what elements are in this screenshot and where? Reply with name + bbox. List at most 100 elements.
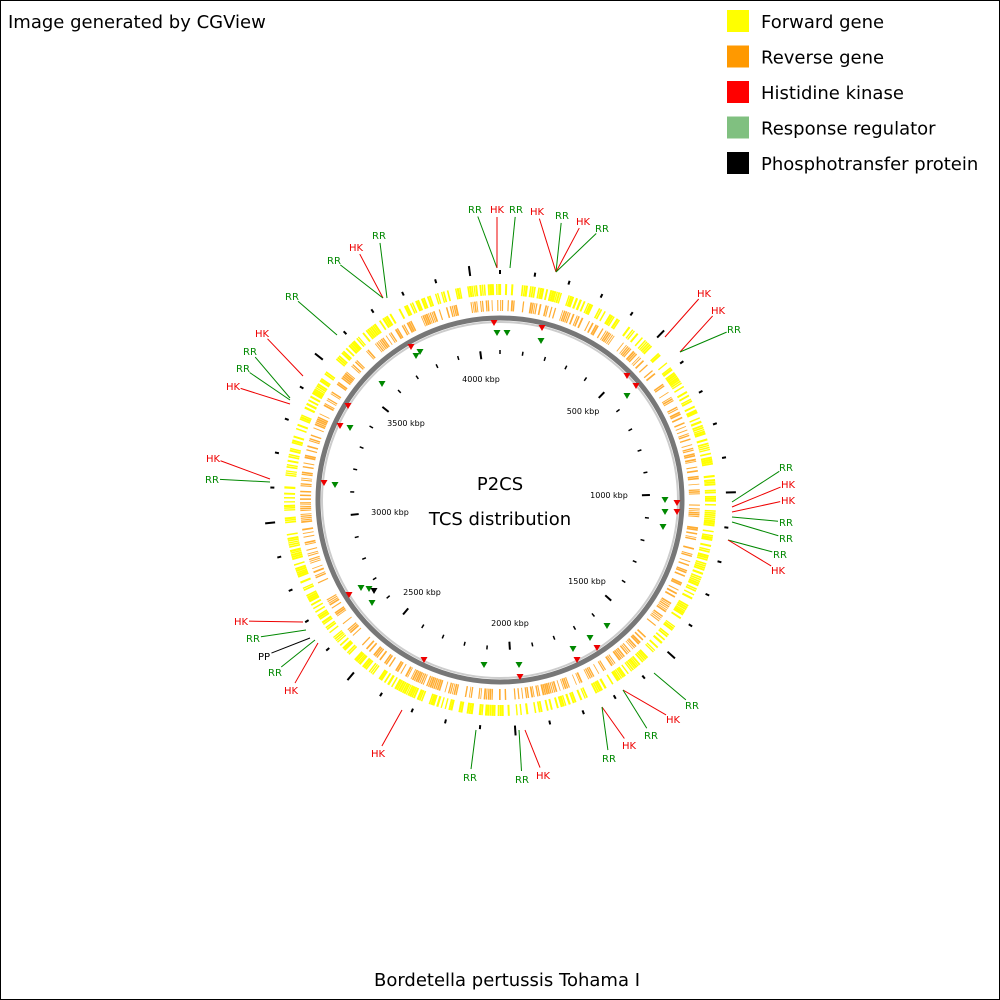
forward-gene bbox=[434, 293, 440, 305]
forward-gene bbox=[288, 540, 300, 544]
reverse-gene bbox=[346, 371, 356, 380]
reverse-gene bbox=[390, 332, 398, 343]
reverse-gene bbox=[686, 466, 698, 470]
forward-gene bbox=[690, 574, 702, 581]
forward-gene bbox=[450, 699, 455, 711]
forward-gene bbox=[614, 669, 623, 679]
forward-gene bbox=[528, 286, 532, 298]
feature-label: RR bbox=[779, 518, 793, 529]
reverse-gene bbox=[521, 687, 524, 699]
reverse-gene bbox=[377, 341, 386, 351]
forward-gene bbox=[398, 680, 405, 692]
reverse-gene bbox=[576, 672, 583, 683]
forward-gene bbox=[695, 560, 707, 565]
forward-gene bbox=[703, 523, 715, 527]
reverse-gene bbox=[675, 567, 687, 574]
inner-tick bbox=[640, 538, 645, 542]
forward-gene bbox=[384, 316, 392, 327]
reverse-gene bbox=[565, 312, 571, 324]
forward-gene bbox=[692, 569, 704, 575]
forward-gene bbox=[301, 414, 312, 421]
reverse-gene bbox=[543, 305, 548, 317]
forward-gene bbox=[685, 585, 697, 592]
feature-label: RR bbox=[243, 347, 257, 358]
feature-label: RR bbox=[205, 475, 219, 486]
tick-label: 3000 kbp bbox=[371, 508, 409, 517]
forward-gene bbox=[599, 678, 607, 689]
outer-tick bbox=[401, 291, 405, 296]
reverse-gene bbox=[615, 648, 624, 659]
reverse-gene bbox=[577, 317, 584, 329]
reverse-gene bbox=[379, 650, 388, 661]
forward-gene bbox=[665, 372, 676, 380]
inner-tick bbox=[463, 641, 466, 646]
inner-tick bbox=[353, 468, 358, 471]
reverse-gene bbox=[343, 374, 354, 383]
forward-gene bbox=[595, 680, 603, 691]
reverse-gene bbox=[590, 324, 598, 335]
forward-gene bbox=[420, 690, 427, 702]
forward-gene bbox=[607, 316, 615, 327]
reverse-gene bbox=[668, 584, 679, 591]
reverse-gene bbox=[601, 331, 609, 342]
reverse-gene bbox=[309, 557, 321, 562]
reverse-gene bbox=[607, 335, 615, 346]
feature-label: RR bbox=[468, 205, 482, 216]
forward-gene bbox=[346, 644, 356, 654]
reverse-gene bbox=[612, 650, 621, 661]
feature-label: RR bbox=[595, 224, 609, 235]
reverse-gene bbox=[394, 328, 403, 340]
reverse-gene bbox=[470, 686, 474, 698]
inner-tick bbox=[402, 607, 409, 616]
legend-swatch bbox=[727, 45, 749, 68]
forward-gene bbox=[704, 483, 716, 487]
feature-marker bbox=[480, 662, 488, 668]
forward-gene bbox=[612, 319, 621, 330]
reverse-gene bbox=[654, 385, 665, 393]
forward-gene bbox=[454, 288, 459, 300]
reverse-gene bbox=[643, 370, 653, 379]
forward-gene bbox=[681, 592, 693, 600]
forward-gene bbox=[432, 694, 438, 706]
reverse-gene bbox=[678, 561, 690, 567]
tick-label: 1000 kbp bbox=[590, 491, 628, 500]
forward-gene bbox=[403, 683, 411, 695]
feature-label: HK bbox=[576, 217, 591, 228]
reverse-gene bbox=[564, 311, 569, 323]
reverse-gene bbox=[300, 516, 312, 519]
reverse-gene bbox=[685, 536, 697, 541]
forward-gene bbox=[290, 447, 302, 452]
reverse-gene bbox=[604, 333, 612, 344]
forward-gene bbox=[401, 682, 409, 694]
feature-marker bbox=[537, 338, 545, 344]
feature-leader bbox=[518, 729, 523, 772]
forward-gene bbox=[487, 284, 490, 296]
feature-label: RR bbox=[602, 754, 616, 765]
outer-tick bbox=[304, 619, 310, 624]
outer-tick bbox=[284, 417, 290, 421]
reverse-gene bbox=[637, 629, 647, 638]
reverse-gene bbox=[304, 454, 316, 459]
reverse-gene bbox=[407, 667, 413, 678]
feature-label: HK bbox=[255, 329, 270, 340]
inner-tick bbox=[435, 363, 439, 369]
forward-gene bbox=[475, 285, 479, 297]
forward-gene bbox=[688, 578, 700, 585]
forward-gene bbox=[580, 688, 586, 699]
reverse-gene bbox=[300, 509, 312, 512]
forward-gene bbox=[684, 405, 696, 413]
forward-gene bbox=[411, 686, 418, 698]
reverse-gene bbox=[625, 640, 634, 650]
reverse-gene bbox=[425, 313, 432, 325]
forward-gene bbox=[693, 565, 705, 571]
forward-gene bbox=[335, 633, 345, 642]
reverse-gene bbox=[517, 688, 520, 700]
forward-gene bbox=[605, 314, 614, 326]
feature-leader bbox=[294, 642, 319, 684]
forward-gene bbox=[312, 602, 324, 610]
feature-marker bbox=[586, 635, 594, 641]
reverse-gene bbox=[543, 683, 549, 695]
forward-gene bbox=[681, 400, 693, 407]
reverse-gene bbox=[600, 330, 607, 341]
forward-gene bbox=[629, 332, 639, 343]
